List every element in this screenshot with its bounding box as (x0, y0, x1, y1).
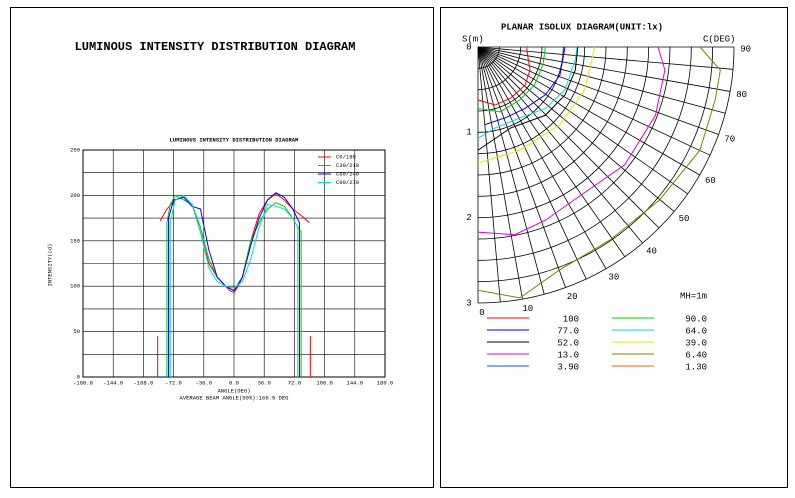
x-tick-label: -108.0 (133, 379, 153, 386)
radial-grid-line (477, 46, 501, 303)
x-tick-label: -36.0 (196, 379, 213, 386)
x-tick-label: 180.0 (377, 379, 394, 386)
footer: AVERAGE BEAM ANGLE(50%):166.5 DEG (180, 394, 289, 401)
s-tick-label: 2 (466, 213, 471, 223)
s-tick-label: 0 (466, 42, 471, 52)
x-tick-label: -144.0 (103, 379, 123, 386)
y-axis-label: INTENSITY(cd) (46, 244, 53, 287)
radial-grid-line (477, 46, 660, 229)
x-tick-label: 0.0 (229, 379, 239, 386)
y-tick-label: 0 (77, 373, 80, 380)
legend-label: C0/180 (336, 153, 356, 160)
legend-label: 64.0 (685, 326, 707, 336)
isolux-contour (477, 46, 579, 151)
x-axis-label: ANGLE(DEG) (217, 387, 250, 394)
legend-label: 6.40 (685, 350, 707, 360)
x-tick-label: -180.0 (73, 379, 93, 386)
series-line (169, 194, 299, 377)
legend-label: C30/210 (336, 162, 359, 169)
radial-grid-line (477, 46, 700, 176)
c-tick-label: 30 (608, 273, 619, 283)
c-tick-label: 20 (567, 292, 578, 302)
x-tick-label: -72.0 (165, 379, 182, 386)
c-tick-label: 80 (736, 90, 747, 100)
legend-label: 3.90 (557, 362, 579, 372)
radial-grid-line (477, 46, 719, 135)
isolux-title: PLANAR ISOLUX DIAGRAM(UNIT:lx) (501, 22, 663, 32)
s-tick-label: 1 (466, 128, 471, 138)
radial-grid-line (477, 46, 675, 212)
c-tick-label: 70 (724, 135, 735, 145)
s-tick-label: 3 (466, 298, 471, 308)
c-axis-label: C(DEG) (703, 34, 735, 44)
legend-label: 77.0 (557, 326, 579, 336)
radial-grid-line (477, 46, 688, 195)
radial-grid-line (477, 46, 523, 300)
x-tick-label: 72.0 (288, 379, 301, 386)
c-tick-label: 10 (522, 304, 533, 314)
radial-grid-line (477, 46, 726, 114)
c-tick-label: 0 (479, 308, 484, 318)
legend-label: 13.0 (557, 350, 579, 360)
y-tick-label: 200 (70, 192, 80, 199)
radial-grid-line (477, 46, 587, 280)
c-tick-label: 50 (679, 214, 690, 224)
c-tick-label: 90 (740, 44, 751, 54)
y-tick-label: 150 (70, 237, 80, 244)
radial-grid-line (477, 46, 626, 257)
radial-grid-line (477, 46, 566, 288)
x-tick-label: 108.0 (316, 379, 333, 386)
legend-label: 1.30 (685, 362, 707, 372)
c-tick-label: 40 (646, 246, 657, 256)
legend-label: 90.0 (685, 314, 707, 324)
radial-grid-line (477, 46, 643, 244)
legend-label: 39.0 (685, 338, 707, 348)
radial-grid-line (477, 46, 711, 156)
isolux-contour (477, 46, 721, 299)
radial-grid-line (477, 46, 607, 269)
isolux-contour (477, 46, 531, 106)
y-tick-label: 50 (73, 328, 80, 335)
series-line (168, 192, 300, 377)
legend-label: 100 (563, 314, 579, 324)
x-tick-label: 144.0 (347, 379, 364, 386)
legend-label: C90/270 (336, 179, 359, 186)
isolux-contour (477, 46, 666, 236)
radial-grid-line (477, 46, 731, 92)
radial-grid-line (477, 46, 734, 70)
mounting-height: MH=1m (680, 291, 707, 301)
x-tick-label: 36.0 (258, 379, 271, 386)
isolux-contour (484, 46, 566, 126)
c-tick-label: 60 (705, 176, 716, 186)
y-tick-label: 250 (70, 146, 80, 153)
legend-label: C60/240 (336, 170, 359, 177)
chart-title: LUMINOUS INTENSITY DISTRIBUTION DIAGRAM (75, 40, 356, 54)
y-tick-label: 100 (70, 283, 80, 290)
radial-grid-line (477, 46, 545, 295)
isolux-contour (477, 46, 596, 164)
right-panel (440, 7, 788, 488)
plot-title: LUMINOUS INTENSITY DISTRIBUTION DIAGRAM (170, 136, 299, 143)
isolux-contour (477, 46, 578, 139)
isolux-contour (477, 46, 546, 113)
s-axis-label: S(m) (462, 34, 484, 44)
legend-label: 52.0 (557, 338, 579, 348)
